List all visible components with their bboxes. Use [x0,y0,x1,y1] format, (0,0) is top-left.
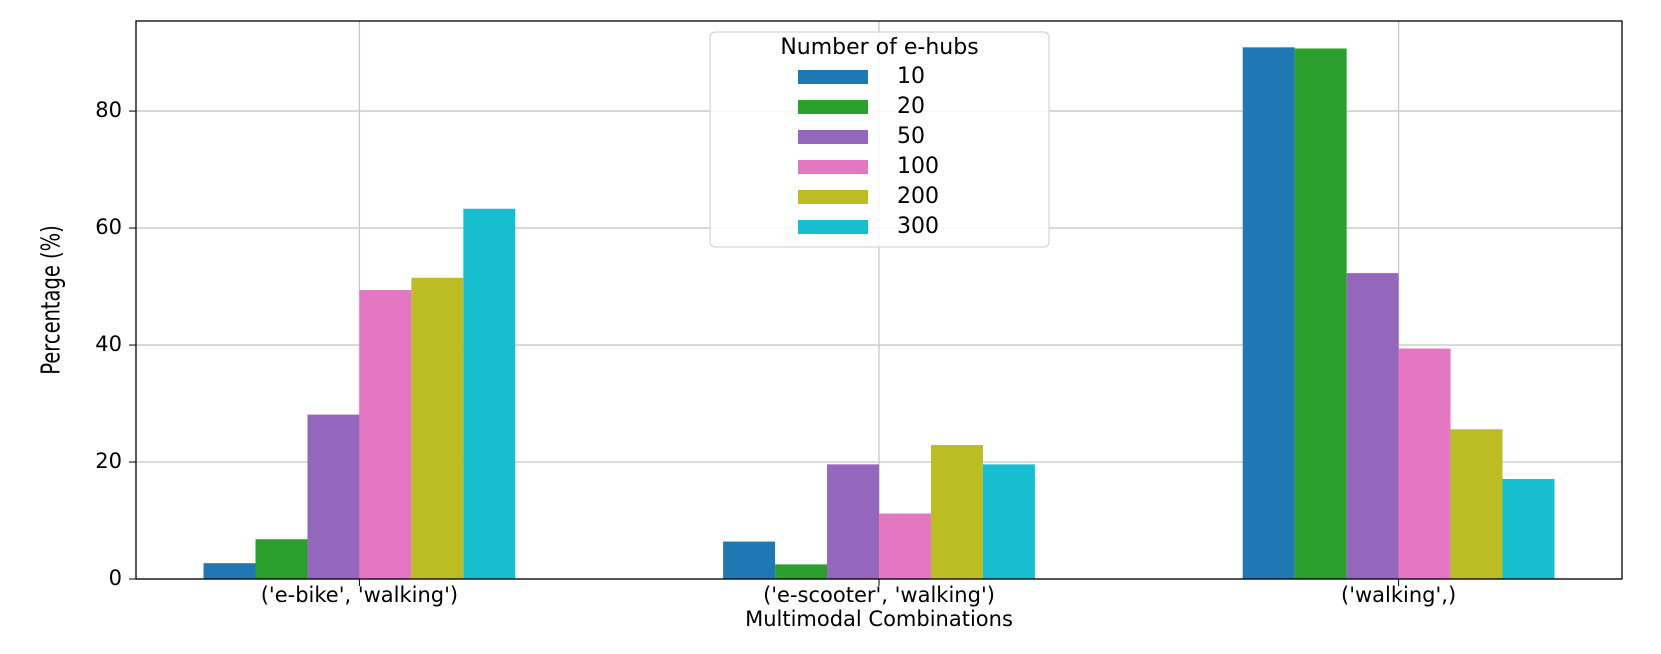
legend-swatch [798,190,868,204]
x-axis-label: Multimodal Combinations [745,607,1013,631]
legend-label: 100 [897,154,939,179]
y-tick-label: 60 [95,215,122,239]
legend-label: 300 [897,214,939,239]
bar [1398,348,1451,579]
bar [723,541,776,579]
legend-label: 50 [897,124,925,149]
legend-label: 200 [897,184,939,209]
bar [982,464,1035,579]
y-axis-label: Percentage (%) [37,225,66,375]
y-tick-label: 40 [95,332,122,356]
y-tick-label: 80 [95,98,122,122]
bar [1346,273,1399,579]
legend-title: Number of e-hubs [780,35,978,60]
bar [827,464,879,579]
bar [1502,478,1555,579]
bar [255,539,308,579]
bar [879,513,931,579]
bar [307,414,360,579]
bar [1242,47,1295,580]
x-tick-label: ('e-bike', 'walking') [261,583,458,607]
plot-frame [135,20,1623,580]
legend-label: 20 [897,94,925,119]
y-tick-label: 20 [95,449,122,473]
x-tick-label: ('walking',) [1341,583,1456,607]
legend-box [709,31,1050,248]
legend-swatch [798,70,868,84]
legend-label: 10 [897,64,925,89]
bar [775,564,828,579]
y-tick-label: 0 [109,566,122,590]
x-tick-label: ('e-scooter', 'walking') [763,583,995,607]
bar [203,563,256,579]
legend-swatch [798,220,868,234]
bar [463,208,516,580]
legend-swatch [798,130,868,144]
bar [1450,429,1503,579]
bar [411,277,464,579]
bar [359,290,412,579]
bar [930,445,983,579]
legend-swatch [798,160,868,174]
bar [1294,48,1347,580]
legend-swatch [798,100,868,114]
